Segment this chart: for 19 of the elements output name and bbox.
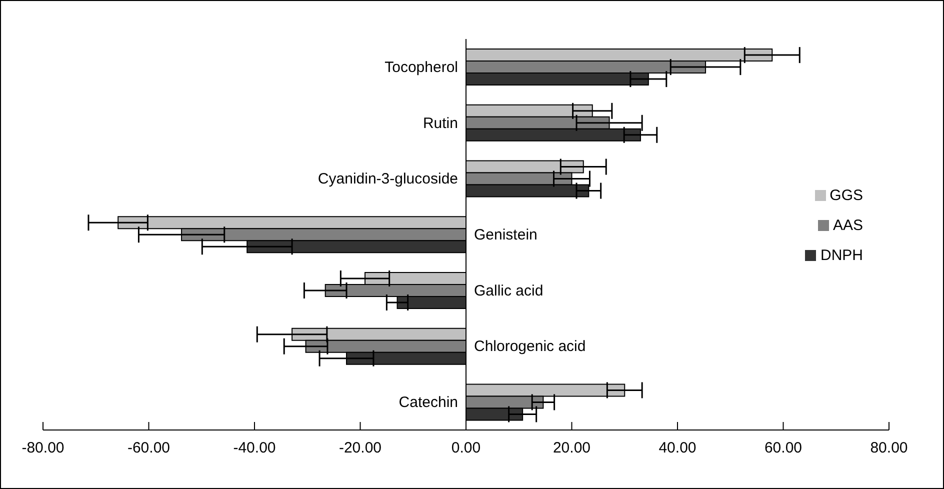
y-tick-label: Genistein <box>474 226 538 244</box>
x-tick-label: 20.00 <box>552 440 591 457</box>
x-tick-label: -20.00 <box>338 440 382 457</box>
x-tick-label: -80.00 <box>22 440 64 457</box>
x-tick-label: 0.00 <box>451 440 481 457</box>
legend-label: DNPH <box>820 247 863 264</box>
legend-label: AAS <box>832 217 863 234</box>
legend-label: GGS <box>830 187 863 204</box>
y-tick-label: Rutin <box>422 114 458 132</box>
y-tick-label: Catechin <box>398 394 458 412</box>
x-tick-label: 40.00 <box>658 440 696 457</box>
x-tick-label: -40.00 <box>233 440 276 457</box>
x-tick-label: 80.00 <box>870 440 908 457</box>
y-tick-label: Tocopherol <box>384 58 458 76</box>
x-tick-label: 60.00 <box>764 440 802 457</box>
y-tick-label: Cyanidin-3-glucoside <box>318 170 458 188</box>
x-tick-label: -60.00 <box>127 440 170 457</box>
y-tick-label: Chlorogenic acid <box>474 338 586 356</box>
y-tick-label: Gallic acid <box>474 282 544 300</box>
